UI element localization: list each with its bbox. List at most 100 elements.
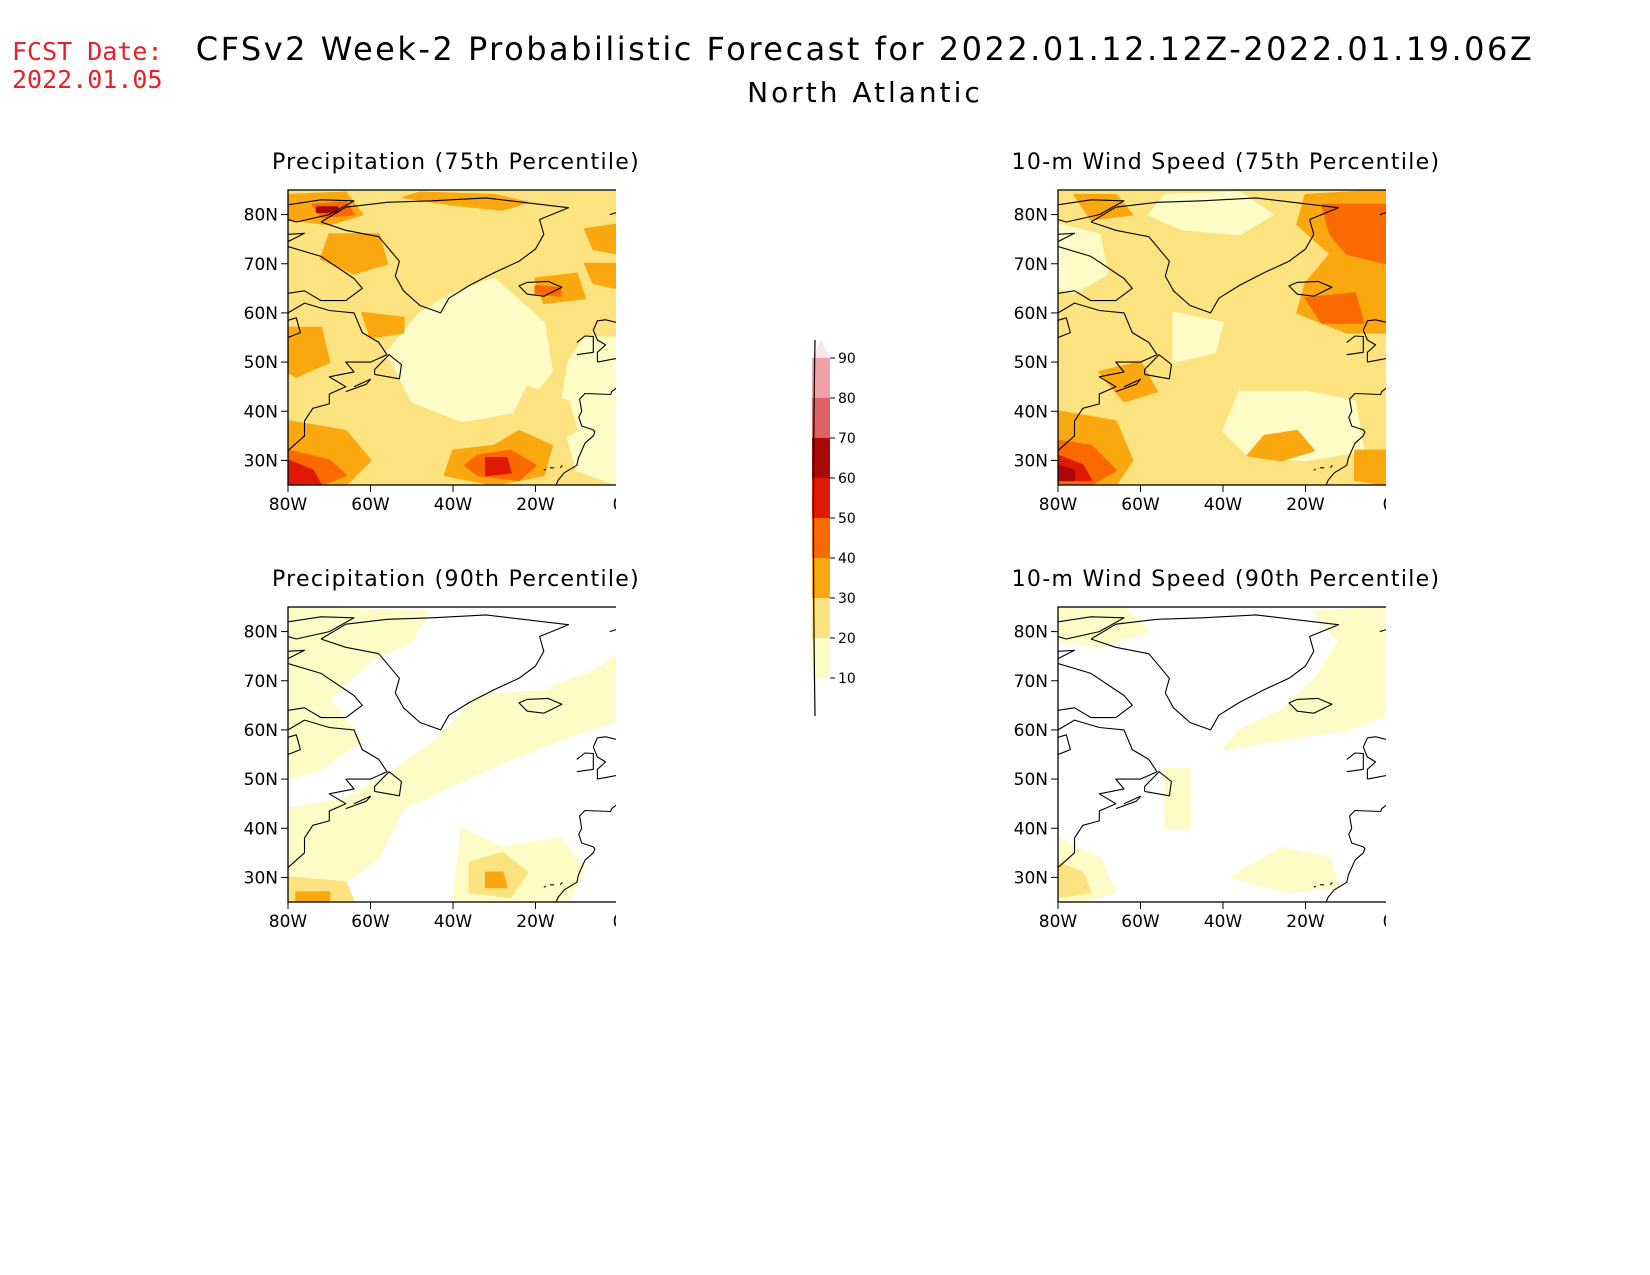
colorbar-tick-label: 40 xyxy=(838,551,856,567)
colorbar-segment xyxy=(812,518,830,558)
coastline xyxy=(543,885,547,888)
colorbar-cap-top xyxy=(812,340,830,358)
coastline xyxy=(1313,885,1317,888)
colorbar-segment xyxy=(812,478,830,518)
forecast-date-label: FCST Date: xyxy=(12,37,163,66)
lon-tick-label: 40W xyxy=(1204,912,1243,932)
coastline xyxy=(592,736,616,780)
colorbar-tick-label: 60 xyxy=(838,471,856,487)
coastline xyxy=(1379,212,1386,216)
coastline xyxy=(543,468,547,471)
lon-tick-label: 80W xyxy=(1039,495,1078,515)
colorbar-segment xyxy=(812,558,830,598)
coastline xyxy=(1090,197,1340,314)
coastline xyxy=(374,771,402,797)
probability-contour xyxy=(386,277,553,423)
probability-contour xyxy=(320,233,388,275)
panel-title: 10-m Wind Speed (90th Percentile) xyxy=(1011,567,1441,592)
forecast-date-block: FCST Date: 2022.01.05 xyxy=(12,38,163,94)
lon-tick-label: 60W xyxy=(1121,912,1160,932)
coastline xyxy=(345,378,372,393)
probability-contour xyxy=(1246,429,1315,462)
map-wind-90: 80N 70N 60N 50N 40N 30N 80W 60W 40W 20W 0 xyxy=(966,595,1386,960)
map-wind-75: 80N 70N 60N 50N 40N 30N 80W 60W 40W 20W 0 xyxy=(966,178,1386,543)
probability-contour xyxy=(584,223,616,255)
panel-title: Precipitation (90th Percentile) xyxy=(271,567,641,592)
coastline xyxy=(345,795,372,810)
colorbar-segment xyxy=(812,438,830,478)
coastline xyxy=(518,697,563,714)
map-precip-75: 80N 70N 60N 50N 40N 30N 80W 60W 40W 20W 0 xyxy=(196,178,616,543)
coastline xyxy=(288,232,306,243)
probability-contour xyxy=(288,326,331,378)
lat-tick-label: 60N xyxy=(244,721,278,741)
lon-tick-label: 0 xyxy=(1383,912,1386,932)
lon-tick-label: 80W xyxy=(269,912,308,932)
probability-contour xyxy=(1222,607,1386,751)
coastline xyxy=(555,804,616,902)
probability-contour xyxy=(361,311,405,339)
coastline xyxy=(288,719,388,869)
probability-contour xyxy=(1230,846,1340,894)
coastline xyxy=(1329,464,1333,469)
coastline xyxy=(1362,736,1386,780)
coastline xyxy=(1288,697,1333,714)
lat-tick-label: 30N xyxy=(1014,451,1048,471)
colorbar: 10 20 30 40 50 60 70 80 90 xyxy=(812,339,856,717)
coastline xyxy=(1346,335,1364,356)
probability-contour xyxy=(559,336,616,485)
lat-tick-label: 50N xyxy=(1014,770,1048,790)
coastline xyxy=(576,752,594,773)
map-precip-90: 80N 70N 60N 50N 40N 30N 80W 60W 40W 20W 0 xyxy=(196,595,616,960)
probability-contour xyxy=(1321,203,1386,265)
coastline xyxy=(320,614,570,731)
lon-tick-label: 20W xyxy=(516,495,555,515)
lon-tick-label: 60W xyxy=(351,495,390,515)
coastline xyxy=(1313,468,1317,471)
probability-contour xyxy=(1098,361,1158,403)
lat-tick-label: 40N xyxy=(1014,819,1048,839)
coastline xyxy=(1329,881,1333,886)
coastline xyxy=(374,354,402,380)
probability-contour xyxy=(288,459,322,485)
coastline xyxy=(1058,317,1071,339)
coastline xyxy=(1058,232,1076,243)
colorbar-tick-label: 10 xyxy=(838,671,856,687)
coastline xyxy=(1058,199,1125,223)
coastline xyxy=(1362,319,1386,363)
colorbar-tick-label: 30 xyxy=(838,591,856,607)
colorbar-tick-label: 80 xyxy=(838,391,856,407)
coastline xyxy=(1115,378,1142,393)
probability-contour xyxy=(1058,861,1092,899)
coastline xyxy=(1346,752,1364,773)
coastline xyxy=(288,302,388,452)
colorbar-segment xyxy=(812,638,830,678)
probability-contour xyxy=(485,457,512,477)
lat-tick-label: 60N xyxy=(1014,304,1048,324)
colorbar-tick-label: 70 xyxy=(838,431,856,447)
lon-tick-label: 40W xyxy=(434,495,473,515)
lat-tick-label: 80N xyxy=(244,623,278,643)
region-subtitle: North Atlantic xyxy=(747,76,983,109)
coastline xyxy=(1379,629,1386,633)
coastline xyxy=(288,317,301,339)
coastline xyxy=(288,649,306,660)
coastline xyxy=(1058,649,1076,660)
forecast-date-value: 2022.01.05 xyxy=(12,65,163,94)
lon-tick-label: 20W xyxy=(1286,495,1325,515)
lat-tick-label: 70N xyxy=(244,255,278,275)
probability-contour xyxy=(1354,449,1386,485)
coastline xyxy=(288,734,301,756)
lat-tick-label: 30N xyxy=(1014,868,1048,888)
lat-tick-label: 30N xyxy=(244,451,278,471)
coastline xyxy=(288,616,355,640)
coastline xyxy=(1144,354,1172,380)
lat-tick-label: 70N xyxy=(1014,255,1048,275)
probability-contour xyxy=(509,385,578,447)
probability-contour xyxy=(1304,292,1365,324)
probability-contour xyxy=(485,871,508,889)
lat-tick-label: 30N xyxy=(244,868,278,888)
lon-tick-label: 0 xyxy=(1383,495,1386,515)
lat-tick-label: 40N xyxy=(244,402,278,422)
colorbar-segment xyxy=(812,398,830,438)
